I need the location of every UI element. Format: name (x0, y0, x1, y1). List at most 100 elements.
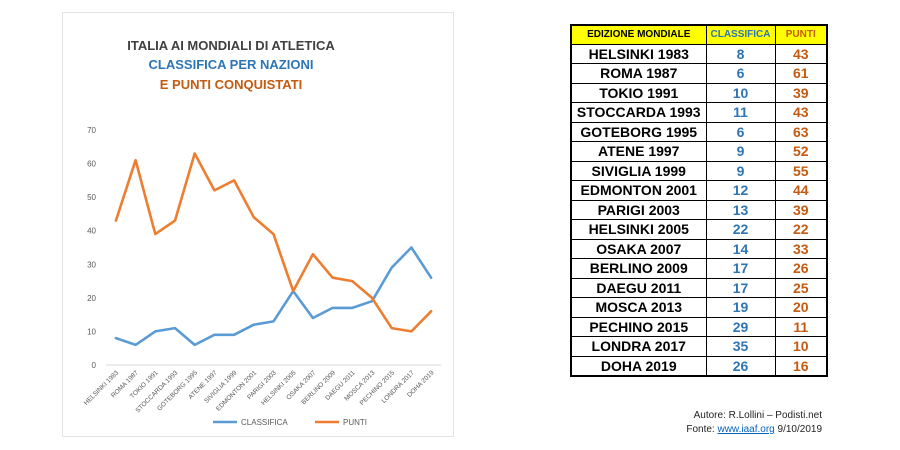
punti-cell: 11 (774, 316, 828, 337)
source-credit: Fonte: www.iaaf.org 9/10/2019 (600, 423, 822, 437)
table-row: TOKIO 1991 10 39 (570, 82, 828, 103)
x-tick-label: HELSINKI 1983 (83, 369, 121, 407)
legend-label: PUNTI (343, 418, 367, 427)
classifica-cell: 6 (705, 63, 776, 84)
x-tick-label: HELSINKI 2005 (260, 369, 298, 407)
classifica-cell: 9 (705, 141, 776, 162)
data-point (430, 310, 432, 313)
data-point (213, 189, 216, 192)
table-body: HELSINKI 1983 8 43 ROMA 1987 6 61 TOKIO 1991 10… (570, 43, 828, 376)
punti-cell: 61 (774, 63, 828, 84)
data-point (331, 276, 334, 279)
punti-cell: 44 (774, 180, 828, 201)
table-row: SIVIGLIA 1999 9 55 (570, 160, 828, 181)
data-point (233, 179, 235, 182)
classifica-cell: 35 (705, 336, 776, 357)
classifica-cell: 11 (705, 102, 776, 123)
legend-label: CLASSIFICA (241, 418, 288, 427)
punti-cell: 33 (774, 238, 828, 259)
x-tick-label: PECHINO 2015 (359, 369, 397, 407)
punti-cell: 22 (774, 219, 828, 240)
classifica-cell: 19 (705, 297, 776, 318)
edizione-cell: PARIGI 2003 (570, 199, 707, 220)
data-point (174, 327, 176, 329)
table-row: STOCCARDA 1993 11 43 (570, 102, 828, 123)
classifica-cell: 29 (705, 316, 776, 337)
edizione-cell: STOCCARDA 1993 (570, 102, 707, 123)
edizione-cell: HELSINKI 2005 (570, 219, 707, 240)
y-tick-label: 70 (87, 126, 96, 135)
punti-cell: 16 (774, 355, 828, 376)
table-row: DOHA 2019 26 16 (570, 355, 828, 376)
edizione-cell: DAEGU 2011 (570, 277, 707, 298)
table-row: LONDRA 2017 35 10 (570, 336, 828, 357)
punti-cell: 43 (774, 43, 828, 64)
author-credit: Autore: R.Lollini – Podisti.net (693, 410, 822, 421)
edizione-cell: PECHINO 2015 (570, 316, 707, 337)
data-point (134, 159, 137, 162)
classifica-cell: 26 (705, 355, 776, 376)
series-line-punti (114, 152, 433, 333)
classifica-cell: 14 (705, 238, 776, 259)
punti-cell: 39 (774, 199, 828, 220)
data-point (154, 233, 157, 235)
y-tick-label: 60 (87, 160, 96, 169)
table-row: PECHINO 2015 29 11 (570, 316, 828, 337)
source-link[interactable]: www.iaaf.org (717, 424, 775, 435)
data-point (154, 330, 157, 333)
edizione-cell: LONDRA 2017 (570, 336, 707, 357)
table-row: ROMA 1987 6 61 (570, 63, 828, 84)
classifica-cell: 6 (705, 121, 776, 142)
data-point (193, 344, 196, 346)
data-point (312, 253, 314, 256)
data-point (134, 344, 137, 346)
y-tick-label: 10 (87, 327, 96, 336)
results-table: EDIZIONE MONDIALE CLASSIFICA PUNTI HELSI… (570, 24, 828, 377)
table-row: BERLINO 2009 17 26 (570, 258, 828, 279)
data-point (351, 280, 354, 282)
data-point (410, 330, 413, 333)
credits: Autore: R.Lollini – Podisti.net Fonte: w… (600, 409, 822, 437)
data-point (312, 317, 314, 319)
classifica-cell: 12 (705, 180, 776, 201)
punti-cell: 43 (774, 102, 828, 123)
table-row: MOSCA 2013 19 20 (570, 297, 828, 318)
y-tick-label: 20 (87, 294, 96, 303)
data-point (193, 152, 196, 155)
data-point (390, 327, 393, 329)
edizione-cell: TOKIO 1991 (570, 82, 707, 103)
y-tick-label: 30 (87, 260, 96, 269)
punti-cell: 55 (774, 160, 828, 181)
source-prefix: Fonte: (686, 424, 718, 435)
data-point (174, 219, 176, 222)
data-point (292, 290, 295, 292)
edizione-cell: EDMONTON 2001 (570, 180, 707, 201)
chart-title-line: E PUNTI CONQUISTATI (160, 77, 303, 92)
data-point (390, 266, 393, 269)
table-row: OSAKA 2007 14 33 (570, 238, 828, 259)
chart-title-line: CLASSIFICA PER NAZIONI (149, 57, 314, 72)
punti-cell: 25 (774, 277, 828, 298)
table-row: HELSINKI 2005 22 22 (570, 219, 828, 240)
punti-cell: 10 (774, 336, 828, 357)
punti-cell: 26 (774, 258, 828, 279)
edizione-cell: SIVIGLIA 1999 (570, 160, 707, 181)
classifica-cell: 9 (705, 160, 776, 181)
line-chart: ITALIA AI MONDIALI DI ATLETICA CLASSIFICA… (83, 38, 441, 427)
chart-title-line: ITALIA AI MONDIALI DI ATLETICA (127, 38, 335, 53)
edizione-cell: MOSCA 2013 (570, 297, 707, 318)
punti-cell: 52 (774, 141, 828, 162)
series-line-classifica (114, 246, 433, 347)
classifica-cell: 10 (705, 82, 776, 103)
data-point (272, 320, 275, 323)
table-row: ATENE 1997 9 52 (570, 141, 828, 162)
punti-cell: 39 (774, 82, 828, 103)
data-point (331, 307, 334, 309)
edizione-cell: ATENE 1997 (570, 141, 707, 162)
table-row: DAEGU 2011 17 25 (570, 277, 828, 298)
edizione-cell: DOHA 2019 (570, 355, 707, 376)
classifica-cell: 22 (705, 219, 776, 240)
edizione-cell: HELSINKI 1983 (570, 43, 707, 64)
y-tick-label: 40 (87, 227, 96, 236)
chart-panel: ITALIA AI MONDIALI DI ATLETICA CLASSIFICA… (62, 12, 454, 437)
